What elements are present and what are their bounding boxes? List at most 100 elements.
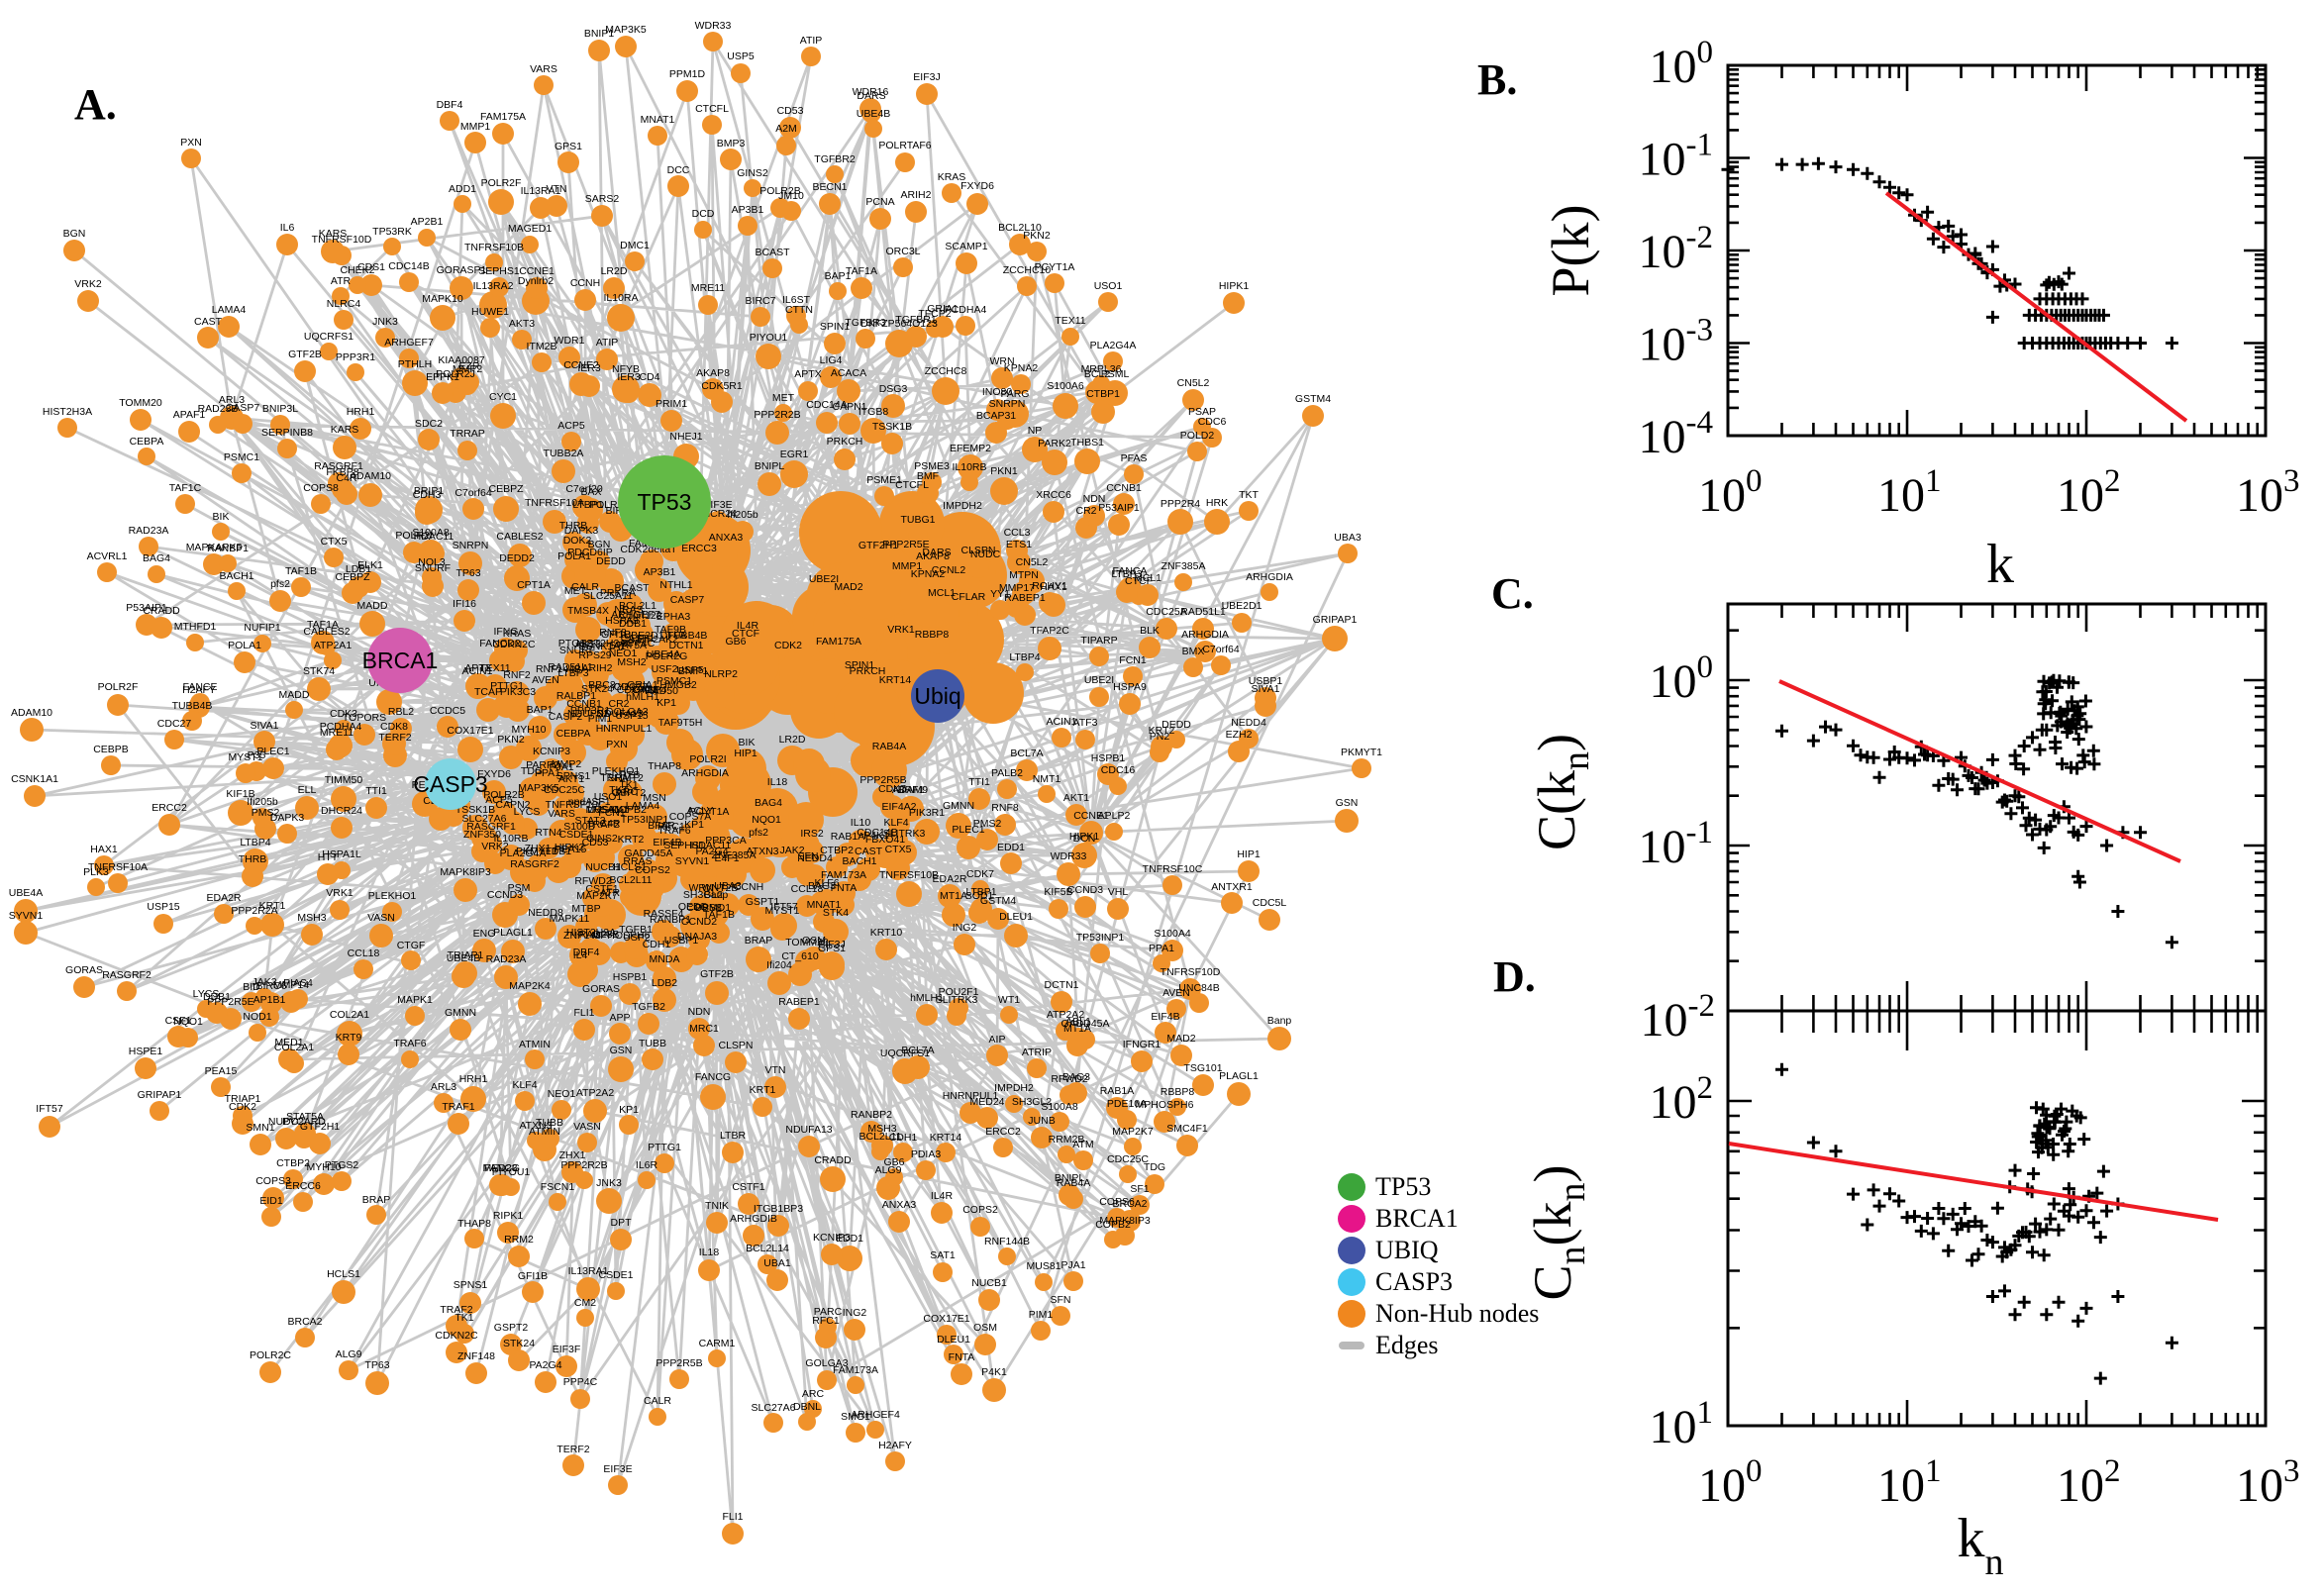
- svg-text:TEX11: TEX11: [479, 662, 510, 674]
- svg-text:CDC27: CDC27: [157, 718, 192, 730]
- svg-text:ARC: ARC: [802, 1388, 825, 1400]
- svg-text:P4K1: P4K1: [981, 1366, 1007, 1378]
- svg-text:OEDD: OEDD: [678, 901, 709, 913]
- svg-text:PTHLH: PTHLH: [398, 358, 432, 370]
- svg-text:KLF6: KLF6: [814, 877, 839, 889]
- svg-text:NDN: NDN: [688, 1006, 711, 1018]
- svg-text:TEX11: TEX11: [1055, 315, 1085, 327]
- svg-text:MSN: MSN: [643, 792, 665, 804]
- svg-text:WRN: WRN: [688, 882, 713, 894]
- svg-text:CTX5: CTX5: [885, 844, 912, 855]
- svg-text:SPIN1: SPIN1: [820, 321, 851, 333]
- svg-text:ITGB1BP3: ITGB1BP3: [754, 1203, 803, 1215]
- svg-text:TRRAP: TRRAP: [600, 772, 636, 784]
- svg-text:BAG3: BAG3: [808, 880, 836, 892]
- svg-text:OSM: OSM: [802, 935, 826, 947]
- svg-text:C4R: C4R: [599, 818, 620, 830]
- svg-text:LTBP3: LTBP3: [1111, 568, 1142, 580]
- svg-text:RASGRF2: RASGRF2: [510, 858, 559, 870]
- svg-text:hMLH1: hMLH1: [626, 691, 659, 703]
- svg-text:UNC84B: UNC84B: [1178, 982, 1219, 994]
- svg-text:UBE2I: UBE2I: [1084, 674, 1114, 686]
- svg-text:DLEU1: DLEU1: [937, 1334, 970, 1346]
- svg-text:k: k: [1986, 534, 2014, 595]
- svg-text:EZH2: EZH2: [1226, 729, 1253, 741]
- svg-text:KARS: KARS: [319, 228, 348, 240]
- svg-text:MCL1: MCL1: [928, 587, 956, 599]
- svg-text:IL10RB: IL10RB: [493, 833, 528, 845]
- svg-text:PPA1: PPA1: [535, 767, 560, 779]
- svg-text:GSPT1: GSPT1: [746, 896, 780, 908]
- svg-text:CN5L2: CN5L2: [1177, 377, 1210, 389]
- svg-text:SYVN1: SYVN1: [9, 910, 44, 922]
- svg-text:TK1: TK1: [454, 1312, 473, 1324]
- svg-text:ZNF385A: ZNF385A: [712, 849, 757, 861]
- svg-text:RNF2: RNF2: [503, 669, 531, 681]
- svg-text:LRSAM1: LRSAM1: [587, 804, 629, 816]
- svg-text:VRK2: VRK2: [481, 841, 509, 852]
- svg-text:CCNH: CCNH: [734, 881, 763, 893]
- svg-text:PJA1: PJA1: [1060, 1259, 1085, 1271]
- svg-text:MNAT1: MNAT1: [641, 114, 675, 126]
- svg-text:RABEP1: RABEP1: [778, 996, 820, 1008]
- svg-text:CD53: CD53: [582, 837, 609, 848]
- svg-text:SHMT2: SHMT2: [608, 772, 644, 784]
- svg-text:MRE11: MRE11: [691, 282, 725, 294]
- svg-text:STK4: STK4: [823, 907, 849, 919]
- svg-text:FLI1: FLI1: [573, 1007, 594, 1019]
- svg-text:MADD: MADD: [279, 689, 310, 701]
- svg-text:BCL2L10: BCL2L10: [998, 222, 1042, 234]
- svg-text:Non-Hub nodes: Non-Hub nodes: [1375, 1299, 1539, 1328]
- svg-text:P53AIP1: P53AIP1: [1098, 502, 1140, 514]
- svg-text:PLK3: PLK3: [83, 866, 109, 878]
- svg-text:ALG9: ALG9: [336, 1348, 362, 1360]
- svg-text:LTBR: LTBR: [720, 1130, 746, 1142]
- svg-text:WDR33: WDR33: [1051, 850, 1087, 862]
- svg-text:RRM2B: RRM2B: [1049, 1134, 1085, 1146]
- svg-text:DMC1: DMC1: [620, 240, 650, 251]
- svg-text:CSDE1: CSDE1: [558, 829, 593, 841]
- svg-text:TKT: TKT: [1239, 489, 1259, 501]
- svg-text:CLSPN: CLSPN: [718, 1040, 753, 1051]
- svg-text:TRAF6: TRAF6: [657, 825, 690, 837]
- svg-text:C1orf123: C1orf123: [619, 610, 661, 622]
- svg-text:VHL: VHL: [1108, 886, 1129, 898]
- svg-text:COPB2: COPB2: [1095, 1219, 1131, 1231]
- svg-text:PXN: PXN: [606, 739, 628, 750]
- svg-text:HSPA9: HSPA9: [1113, 681, 1147, 693]
- svg-text:GRIA1: GRIA1: [927, 303, 959, 315]
- svg-text:GINS2: GINS2: [737, 167, 768, 179]
- svg-text:PPM1D: PPM1D: [669, 68, 706, 80]
- svg-text:BAG4: BAG4: [143, 552, 170, 564]
- svg-text:PPP4C: PPP4C: [621, 638, 656, 649]
- svg-text:NOL3: NOL3: [418, 556, 446, 568]
- svg-text:TAF9T5H: TAF9T5H: [658, 717, 703, 729]
- svg-text:LYCS: LYCS: [193, 988, 220, 1000]
- svg-text:GMNN: GMNN: [445, 1007, 476, 1019]
- svg-text:BIK: BIK: [213, 511, 230, 523]
- svg-text:RAD23A: RAD23A: [486, 953, 527, 965]
- svg-text:MAP3K5: MAP3K5: [605, 24, 647, 36]
- svg-text:ITGB8: ITGB8: [858, 406, 889, 418]
- svg-text:APTX: APTX: [464, 662, 491, 674]
- svg-text:FAM173A: FAM173A: [833, 1364, 878, 1376]
- svg-text:PSAP: PSAP: [1188, 406, 1216, 418]
- svg-text:TP63: TP63: [455, 567, 480, 579]
- svg-text:THRB: THRB: [239, 853, 267, 865]
- svg-text:ELK1: ELK1: [357, 559, 383, 571]
- svg-text:CCNH: CCNH: [570, 277, 600, 289]
- svg-text:ZNF148: ZNF148: [563, 930, 601, 942]
- svg-text:MED24: MED24: [969, 1096, 1004, 1108]
- svg-text:LDB2: LDB2: [652, 977, 677, 989]
- svg-text:ACIN1: ACIN1: [1047, 716, 1077, 728]
- svg-text:PA2G4: PA2G4: [695, 846, 728, 857]
- svg-text:CTCF: CTCF: [1125, 575, 1153, 587]
- svg-text:TNFRSF10A: TNFRSF10A: [525, 497, 584, 509]
- svg-text:P35: P35: [248, 749, 266, 761]
- svg-text:PLA2G4A: PLA2G4A: [500, 848, 547, 859]
- svg-text:TRIAP1: TRIAP1: [448, 949, 484, 961]
- svg-text:CDK7: CDK7: [966, 868, 994, 880]
- svg-text:VRK1: VRK1: [326, 887, 354, 899]
- svg-text:P53AIP1: P53AIP1: [126, 602, 167, 614]
- svg-text:PRKRA: PRKRA: [600, 587, 636, 599]
